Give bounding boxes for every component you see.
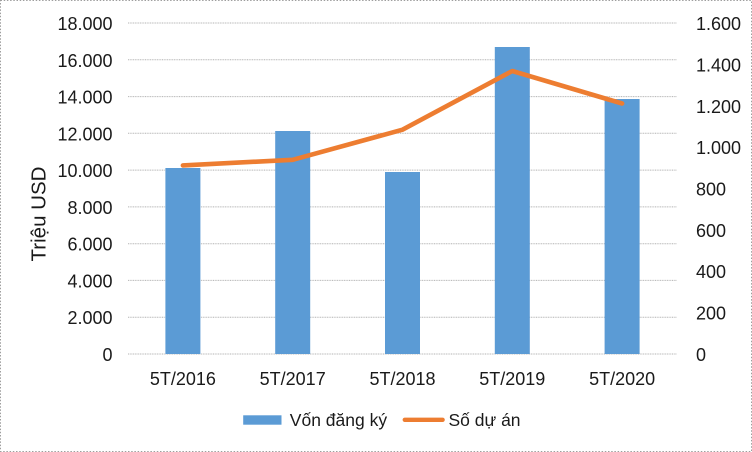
svg-text:16.000: 16.000 (57, 51, 112, 71)
svg-text:Số dự án: Số dự án (449, 410, 521, 430)
svg-text:6.000: 6.000 (67, 235, 112, 255)
svg-text:4.000: 4.000 (67, 272, 112, 292)
svg-text:5T/2018: 5T/2018 (369, 369, 435, 389)
svg-text:1.400: 1.400 (696, 55, 741, 75)
svg-text:1.000: 1.000 (696, 138, 741, 158)
svg-text:200: 200 (696, 304, 726, 324)
svg-text:1.600: 1.600 (696, 14, 741, 34)
svg-text:8.000: 8.000 (67, 198, 112, 218)
svg-text:5T/2017: 5T/2017 (260, 369, 326, 389)
svg-text:Vốn đăng ký: Vốn đăng ký (290, 410, 388, 430)
svg-text:0: 0 (696, 345, 706, 365)
svg-text:10.000: 10.000 (57, 161, 112, 181)
svg-text:14.000: 14.000 (57, 88, 112, 108)
svg-text:400: 400 (696, 262, 726, 282)
svg-text:18.000: 18.000 (57, 14, 112, 34)
svg-text:5T/2020: 5T/2020 (589, 369, 655, 389)
svg-text:12.000: 12.000 (57, 124, 112, 144)
svg-text:1.200: 1.200 (696, 97, 741, 117)
svg-text:2.000: 2.000 (67, 308, 112, 328)
svg-text:5T/2019: 5T/2019 (479, 369, 545, 389)
svg-text:0: 0 (102, 345, 112, 365)
svg-text:Triệu USD: Triệu USD (27, 167, 50, 262)
svg-text:600: 600 (696, 221, 726, 241)
svg-text:800: 800 (696, 180, 726, 200)
svg-text:5T/2016: 5T/2016 (150, 369, 216, 389)
